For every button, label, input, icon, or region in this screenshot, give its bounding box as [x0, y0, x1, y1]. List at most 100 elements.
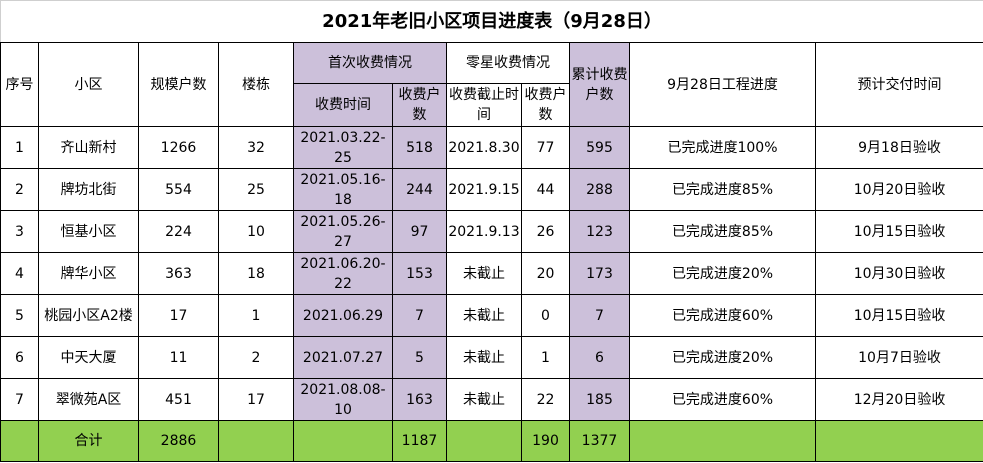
row-delivery: 10月7日验收 — [814, 336, 983, 379]
row-delivery: 12月20日验收 — [814, 378, 983, 421]
row-first-time: 2021.03.22-25 — [293, 126, 393, 169]
row-buildings: 2 — [218, 336, 294, 379]
row-first-count: 518 — [392, 126, 447, 169]
row-total-paid: 288 — [569, 168, 630, 211]
row-community: 翠微苑A区 — [38, 378, 139, 421]
row-community: 齐山新村 — [38, 126, 139, 169]
total-row: 合计 2886 1187 190 1377 — [0, 420, 983, 462]
row-total-paid: 7 — [569, 294, 630, 337]
row-misc-deadline: 2021.9.13 — [446, 210, 522, 253]
row-first-time: 2021.06.20-22 — [293, 252, 393, 295]
row-seq: 7 — [0, 378, 39, 421]
row-seq: 2 — [0, 168, 39, 211]
table-row: 3 恒基小区 224 10 2021.05.26-27 97 2021.9.13 26 123 已… — [0, 210, 983, 253]
row-total-paid: 185 — [569, 378, 630, 421]
row-delivery: 10月15日验收 — [814, 294, 983, 337]
row-total-paid: 6 — [569, 336, 630, 379]
row-misc-deadline: 未截止 — [446, 294, 522, 337]
row-households: 224 — [138, 210, 219, 253]
row-first-count: 5 — [392, 336, 447, 379]
row-total-paid: 173 — [569, 252, 630, 295]
row-first-count: 97 — [392, 210, 447, 253]
total-delivery — [814, 420, 983, 462]
row-buildings: 18 — [218, 252, 294, 295]
row-delivery: 10月30日验收 — [814, 252, 983, 295]
header-community: 小区 — [38, 42, 139, 127]
row-buildings: 10 — [218, 210, 294, 253]
row-first-time: 2021.05.26-27 — [293, 210, 393, 253]
row-misc-count: 22 — [521, 378, 570, 421]
table-row: 1 齐山新村 1266 32 2021.03.22-25 518 2021.8.30 77 59… — [0, 126, 983, 169]
header-misc-charge-group: 零星收费情况 — [446, 42, 570, 84]
header-misc-deadline: 收费截止时间 — [446, 83, 522, 127]
table-row: 2 牌坊北街 554 25 2021.05.16-18 244 2021.9.15 44 288… — [0, 168, 983, 211]
row-progress: 已完成进度85% — [629, 168, 816, 211]
total-label: 合计 — [38, 420, 139, 462]
header-progress: 9月28日工程进度 — [629, 42, 816, 127]
row-households: 554 — [138, 168, 219, 211]
row-buildings: 17 — [218, 378, 294, 421]
row-first-count: 163 — [392, 378, 447, 421]
row-misc-deadline: 未截止 — [446, 336, 522, 379]
header-seq: 序号 — [0, 42, 39, 127]
total-households: 2886 — [138, 420, 219, 462]
row-misc-count: 20 — [521, 252, 570, 295]
table-row: 6 中天大厦 11 2 2021.07.27 5 未截止 1 6 已完成进度20% 10月7日验收 — [0, 336, 983, 379]
row-delivery: 9月18日验收 — [814, 126, 983, 169]
row-misc-count: 1 — [521, 336, 570, 379]
row-first-time: 2021.07.27 — [293, 336, 393, 379]
row-progress: 已完成进度100% — [629, 126, 816, 169]
row-delivery: 10月20日验收 — [814, 168, 983, 211]
row-community: 牌华小区 — [38, 252, 139, 295]
row-first-time: 2021.05.16-18 — [293, 168, 393, 211]
row-households: 1266 — [138, 126, 219, 169]
table-row: 7 翠微苑A区 451 17 2021.08.08-10 163 未截止 22 185 已完成进度… — [0, 378, 983, 421]
row-total-paid: 595 — [569, 126, 630, 169]
row-misc-deadline: 未截止 — [446, 378, 522, 421]
row-first-count: 153 — [392, 252, 447, 295]
total-misc-count: 190 — [521, 420, 570, 462]
row-buildings: 1 — [218, 294, 294, 337]
header-total-paid: 累计收费户数 — [569, 42, 630, 127]
row-seq: 5 — [0, 294, 39, 337]
row-progress: 已完成进度20% — [629, 336, 816, 379]
row-misc-count: 44 — [521, 168, 570, 211]
row-first-time: 2021.08.08-10 — [293, 378, 393, 421]
header-buildings: 楼栋 — [218, 42, 294, 127]
header-first-charge-group: 首次收费情况 — [293, 42, 447, 84]
row-community: 桃园小区A2楼 — [38, 294, 139, 337]
row-households: 11 — [138, 336, 219, 379]
row-households: 17 — [138, 294, 219, 337]
row-progress: 已完成进度85% — [629, 210, 816, 253]
row-misc-count: 26 — [521, 210, 570, 253]
row-seq: 4 — [0, 252, 39, 295]
row-misc-deadline: 2021.9.15 — [446, 168, 522, 211]
row-households: 363 — [138, 252, 219, 295]
row-delivery: 10月15日验收 — [814, 210, 983, 253]
row-seq: 1 — [0, 126, 39, 169]
row-misc-deadline: 2021.8.30 — [446, 126, 522, 169]
row-misc-deadline: 未截止 — [446, 252, 522, 295]
total-first-count: 1187 — [392, 420, 447, 462]
row-seq: 3 — [0, 210, 39, 253]
row-first-time: 2021.06.29 — [293, 294, 393, 337]
row-buildings: 32 — [218, 126, 294, 169]
table-row: 5 桃园小区A2楼 17 1 2021.06.29 7 未截止 0 7 已完成进度60% 10月15… — [0, 294, 983, 337]
row-first-count: 7 — [392, 294, 447, 337]
table-row: 4 牌华小区 363 18 2021.06.20-22 153 未截止 20 173 已完成进度2… — [0, 252, 983, 295]
row-misc-count: 77 — [521, 126, 570, 169]
header-misc-count: 收费户数 — [521, 83, 570, 127]
total-first-time — [293, 420, 393, 462]
total-buildings — [218, 420, 294, 462]
row-progress: 已完成进度60% — [629, 294, 816, 337]
row-community: 恒基小区 — [38, 210, 139, 253]
row-buildings: 25 — [218, 168, 294, 211]
header-delivery: 预计交付时间 — [814, 42, 983, 127]
row-seq: 6 — [0, 336, 39, 379]
row-progress: 已完成进度20% — [629, 252, 816, 295]
header-first-count: 收费户数 — [392, 83, 447, 127]
row-first-count: 244 — [392, 168, 447, 211]
row-misc-count: 0 — [521, 294, 570, 337]
total-seq — [0, 420, 39, 462]
